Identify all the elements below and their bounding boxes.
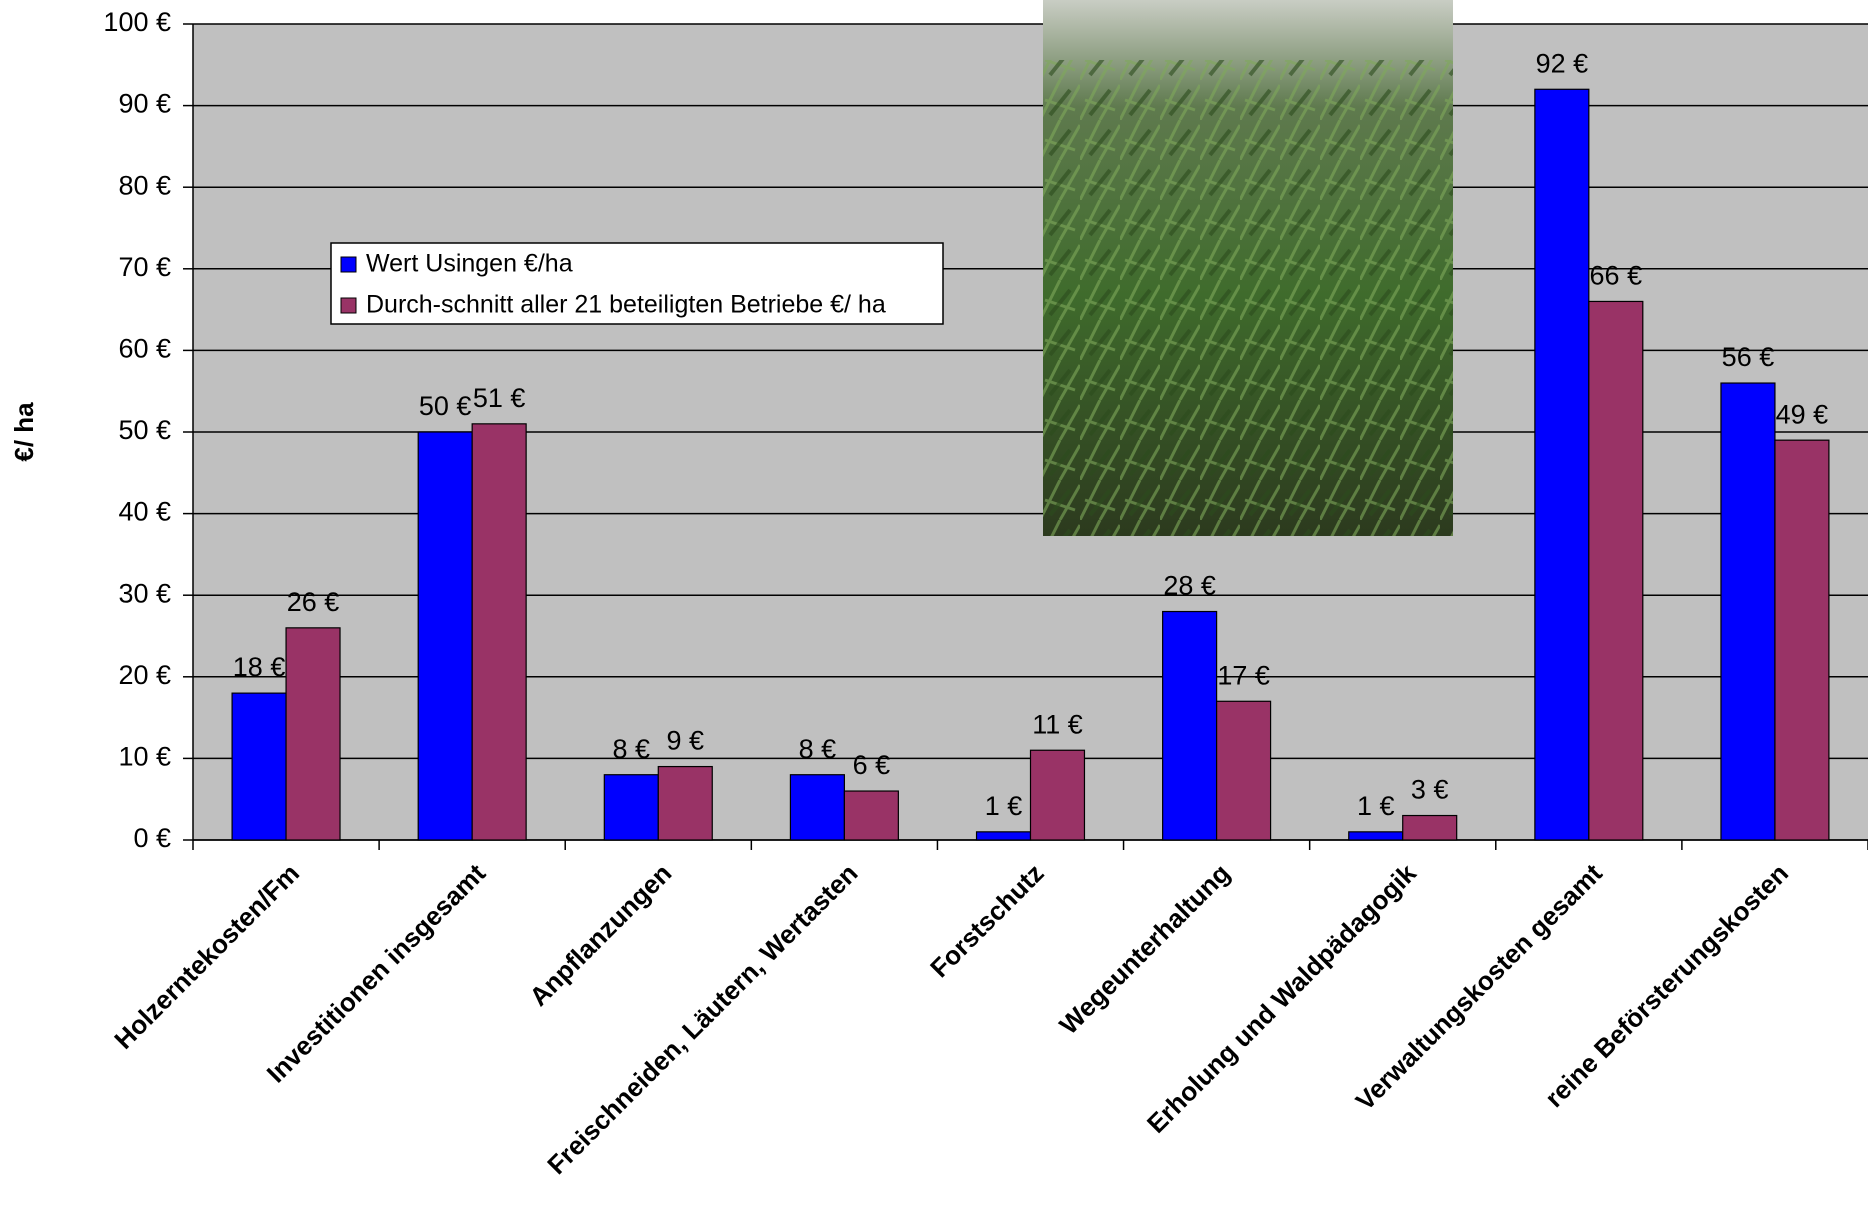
bar xyxy=(1534,88,1590,841)
x-tick-label: Investitionen insgesamt xyxy=(261,858,492,1089)
y-tick-label: 50 € xyxy=(118,415,171,445)
legend-label: Wert Usingen €/ha xyxy=(366,250,573,278)
value-label: 3 € xyxy=(1411,775,1449,805)
bar xyxy=(1216,700,1272,841)
value-label: 18 € xyxy=(233,652,286,682)
value-label: 26 € xyxy=(287,587,340,617)
bar xyxy=(417,431,473,841)
bar xyxy=(1774,439,1830,841)
value-label: 6 € xyxy=(853,750,891,780)
bar xyxy=(1720,382,1776,841)
y-tick-label: 30 € xyxy=(118,578,171,608)
y-tick-label: 60 € xyxy=(118,334,171,364)
photo xyxy=(1043,0,1453,536)
legend-swatch xyxy=(340,256,357,273)
bar xyxy=(789,774,845,841)
bar xyxy=(975,831,1032,841)
x-tick-label: Holzerntekosten/Fm xyxy=(108,858,305,1055)
value-label: 17 € xyxy=(1217,660,1270,690)
value-label: 92 € xyxy=(1536,48,1589,78)
x-tick-label: Wegeunterhaltung xyxy=(1053,858,1235,1040)
value-label: 8 € xyxy=(613,734,651,764)
value-label: 28 € xyxy=(1163,571,1216,601)
bar xyxy=(1402,814,1458,841)
x-tick-label: Anpflanzungen xyxy=(523,858,677,1012)
y-axis-title: €/ ha xyxy=(9,402,39,462)
bar xyxy=(843,790,899,841)
value-label: 8 € xyxy=(799,734,837,764)
bar xyxy=(1348,831,1404,841)
value-label: 9 € xyxy=(666,726,704,756)
value-label: 66 € xyxy=(1590,261,1643,291)
y-tick-label: 100 € xyxy=(103,7,171,37)
value-label: 11 € xyxy=(1032,709,1083,739)
x-tick-label: Freischneiden, Läutern, Wertasten xyxy=(541,858,863,1180)
legend: Wert Usingen €/ha Durch-schnitt aller 21… xyxy=(330,242,944,325)
x-tick-label: Forstschutz xyxy=(924,858,1049,983)
y-tick-label: 80 € xyxy=(118,170,171,200)
y-tick-label: 90 € xyxy=(118,89,171,119)
bar xyxy=(1588,300,1644,841)
value-label: 51 € xyxy=(473,383,526,413)
bar xyxy=(471,423,527,841)
value-label: 1 € xyxy=(985,791,1023,821)
value-label: 56 € xyxy=(1722,342,1775,372)
bar xyxy=(285,627,341,841)
legend-label: Durch-schnitt aller 21 beteiligten Betri… xyxy=(366,291,886,319)
value-label: 50 € xyxy=(419,391,472,421)
y-tick-label: 40 € xyxy=(118,497,171,527)
y-tick-label: 0 € xyxy=(133,823,171,853)
y-tick-label: 20 € xyxy=(118,660,171,690)
value-label: 49 € xyxy=(1776,399,1829,429)
bar xyxy=(657,765,713,841)
legend-swatch xyxy=(340,297,357,314)
bar xyxy=(1029,749,1086,841)
bar xyxy=(1162,610,1218,841)
y-tick-label: 10 € xyxy=(118,742,171,772)
y-tick-label: 70 € xyxy=(118,252,171,282)
value-label: 1 € xyxy=(1357,791,1395,821)
bar xyxy=(603,774,659,841)
bar xyxy=(231,692,287,841)
